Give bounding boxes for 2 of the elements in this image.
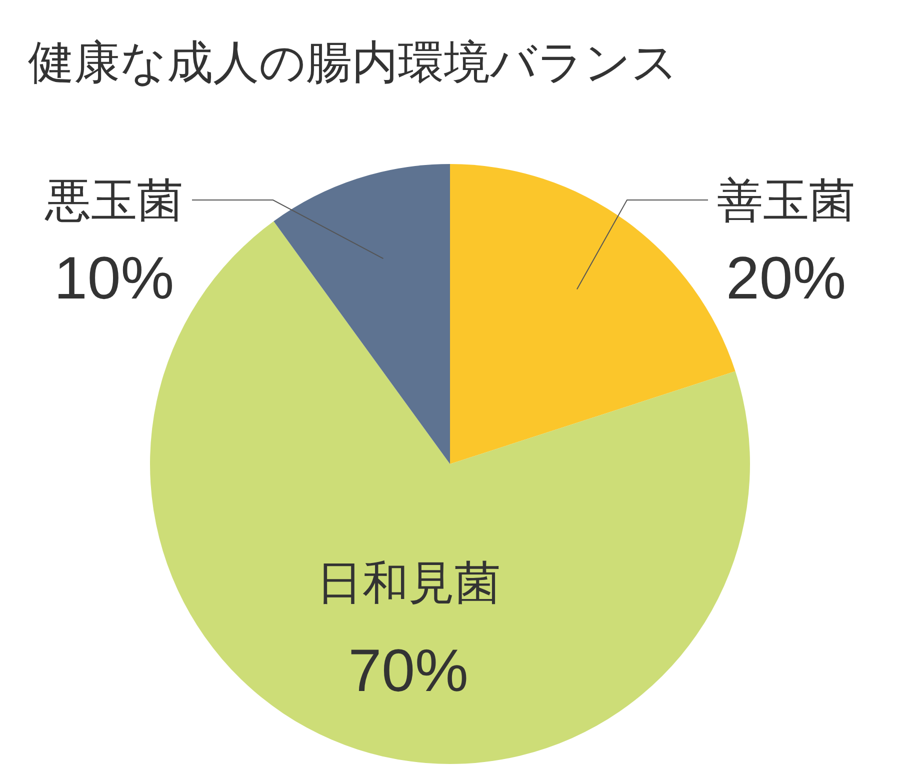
title: 健康な成人の腸内環境バランス	[28, 36, 678, 88]
pie-slice	[274, 164, 450, 464]
